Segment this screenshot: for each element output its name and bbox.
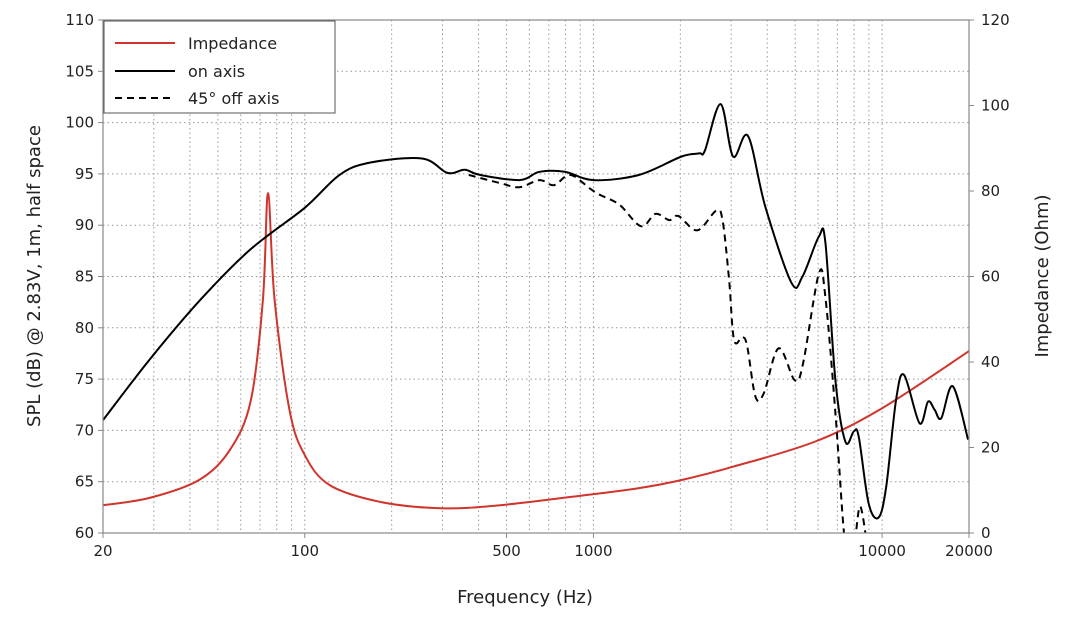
y-tick-label: 90 — [75, 216, 94, 234]
series-line-impedance — [103, 192, 969, 510]
series-group — [103, 103, 969, 533]
y-tick-label: 75 — [75, 370, 94, 388]
legend-label-on-axis: on axis — [188, 62, 245, 81]
ticks: 20 100 500 1000 10000 20000110105100959085807… — [65, 11, 1009, 560]
y-axis-label: SPL (dB) @ 2.83V, 1m, half space — [24, 125, 45, 427]
legend-label-off-axis: 45° off axis — [188, 89, 279, 108]
y-tick-label: 65 — [75, 473, 94, 491]
y-tick-label: 80 — [75, 319, 94, 337]
x-tick-label: 100 — [290, 542, 319, 560]
y2-tick-label: 0 — [981, 524, 991, 542]
y-tick-label: 85 — [75, 268, 94, 286]
y-tick-label: 105 — [65, 62, 94, 80]
x-axis-label: Frequency (Hz) — [457, 587, 593, 608]
y2-axis-label: Impedance (Ohm) — [1032, 194, 1053, 357]
legend: Impedance on axis 45° off axis — [103, 20, 336, 114]
x-tick-label: 10000 — [858, 542, 906, 560]
x-tick-label: 1000 — [574, 542, 612, 560]
y-tick-label: 70 — [75, 421, 94, 439]
y-tick-label: 110 — [65, 11, 94, 29]
x-tick-label: 20000 — [945, 542, 993, 560]
series-line-on-axis — [103, 103, 969, 520]
y2-tick-label: 100 — [981, 97, 1010, 115]
y-tick-label: 60 — [75, 524, 94, 542]
y2-tick-label: 60 — [981, 268, 1000, 286]
y2-tick-label: 40 — [981, 353, 1000, 371]
series-line-45-off-axis — [468, 173, 867, 533]
legend-label-impedance: Impedance — [188, 34, 277, 53]
y2-tick-label: 20 — [981, 439, 1000, 457]
y2-tick-label: 80 — [981, 182, 1000, 200]
y-tick-label: 100 — [65, 114, 94, 132]
y2-tick-label: 120 — [981, 11, 1010, 29]
x-tick-label: 500 — [492, 542, 521, 560]
x-tick-label: 20 — [93, 542, 112, 560]
y-tick-label: 95 — [75, 165, 94, 183]
